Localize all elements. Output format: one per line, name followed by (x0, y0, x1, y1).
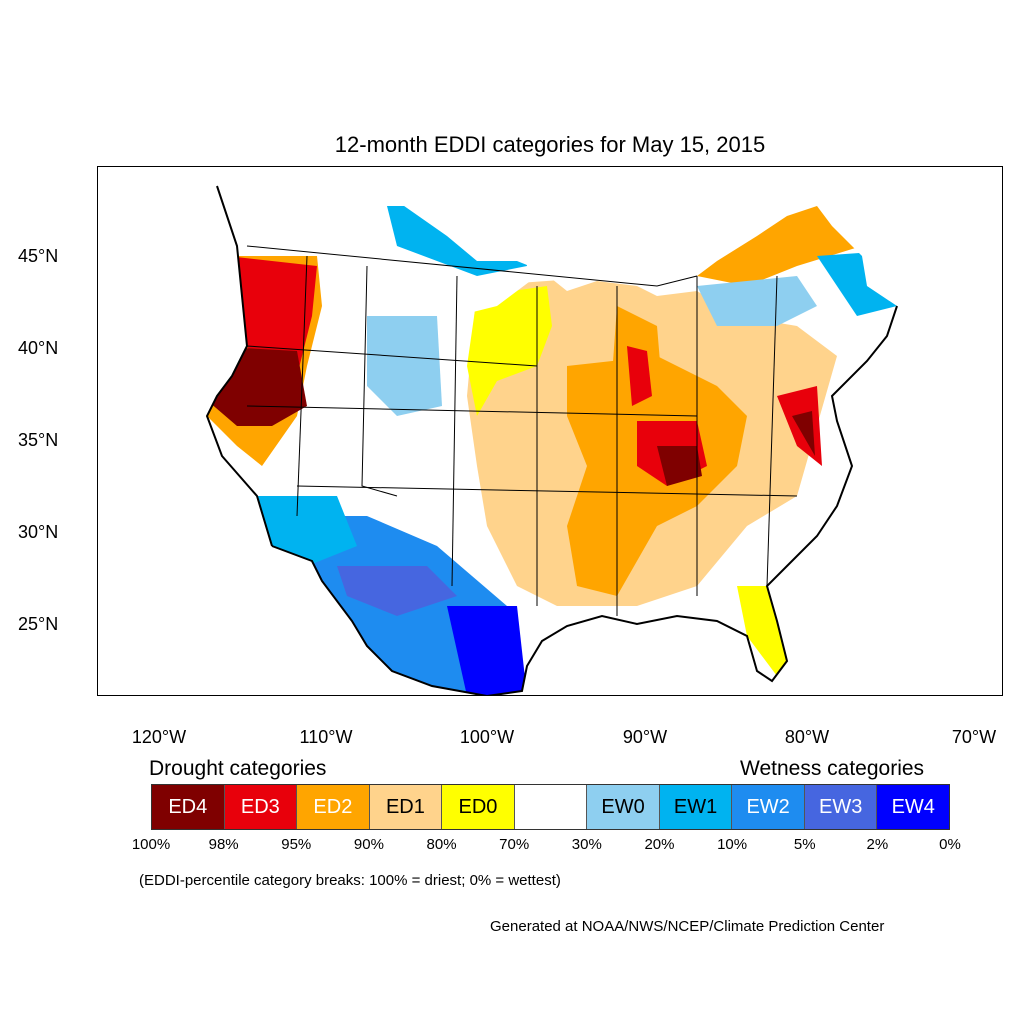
legend-colorbar: ED4 ED3 ED2 ED1 ED0 EW0 EW1 EW2 EW3 EW4 (151, 784, 950, 830)
x-tick-80w: 80°W (784, 727, 830, 747)
x-tick-70w: 70°W (951, 727, 997, 747)
legend-cell-normal (514, 785, 588, 829)
legend-cell-ed1: ED1 (369, 785, 443, 829)
legend-cell-ew4: EW4 (877, 785, 950, 829)
legend-break: 80% (426, 836, 457, 853)
legend-cell-ed4: ED4 (152, 785, 225, 829)
y-tick-35: 35°N (18, 430, 59, 450)
eddi-shading (207, 171, 897, 696)
legend-cell-ew2: EW2 (732, 785, 805, 829)
legend-break: 95% (281, 836, 312, 853)
legend-break: 30% (571, 836, 602, 853)
legend-cell-ed0: ED0 (442, 785, 515, 829)
legend-break: 5% (793, 836, 816, 853)
x-tick-110w: 110°W (299, 727, 353, 747)
legend-break: 70% (499, 836, 530, 853)
legend-break: 2% (866, 836, 889, 853)
y-tick-25: 25°N (18, 614, 59, 634)
legend-cell-ew0: EW0 (587, 785, 660, 829)
category-note: (EDDI-percentile category breaks: 100% =… (139, 872, 561, 889)
legend-cell-ed3: ED3 (224, 785, 298, 829)
boundaries (205, 185, 898, 696)
y-tick-45: 45°N (18, 246, 59, 266)
legend-break: 90% (353, 836, 384, 853)
map-border (97, 166, 1003, 696)
wetness-heading: Wetness categories (740, 757, 925, 780)
eddi-map (97, 166, 1003, 696)
legend-break: 10% (717, 836, 748, 853)
legend-break: 98% (208, 836, 239, 853)
x-tick-90w: 90°W (622, 727, 668, 747)
x-tick-120w: 120°W (131, 727, 187, 747)
legend-break: 20% (644, 836, 675, 853)
legend-cell-ew3: EW3 (804, 785, 878, 829)
legend-break: 0% (939, 836, 961, 853)
legend-cell-ed2: ED2 (297, 785, 370, 829)
credit-line: Generated at NOAA/NWS/NCEP/Climate Predi… (490, 918, 885, 935)
x-tick-100w: 100°W (459, 727, 515, 747)
drought-heading: Drought categories (149, 757, 327, 780)
map-title: 12-month EDDI categories for May 15, 201… (334, 132, 766, 157)
y-tick-40: 40°N (18, 338, 59, 358)
legend-break: 100% (131, 836, 171, 853)
legend-cell-ew1: EW1 (659, 785, 733, 829)
y-tick-30: 30°N (18, 522, 59, 542)
